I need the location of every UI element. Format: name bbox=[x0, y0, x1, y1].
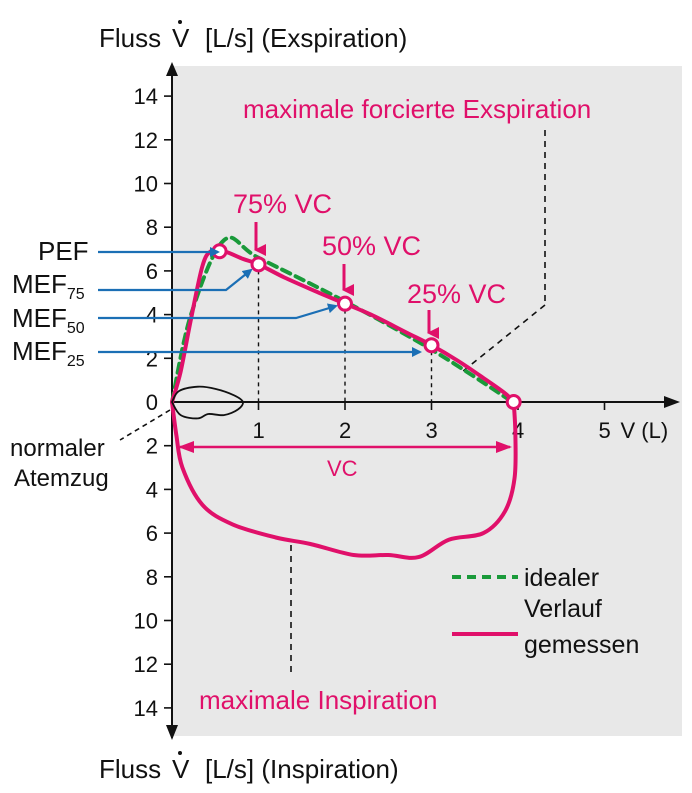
annotation-max-exp: maximale forcierte Exspiration bbox=[243, 94, 591, 124]
top-axis-title-text: Fluss bbox=[99, 23, 161, 53]
top-symbol-dot bbox=[178, 20, 182, 24]
chart-markers bbox=[211, 243, 522, 410]
y-tick-label: 6 bbox=[146, 259, 158, 284]
label-pef: PEF bbox=[38, 236, 89, 266]
x-axis-arrow bbox=[664, 396, 680, 408]
top-axis-title-symbol: V bbox=[172, 23, 190, 53]
vc-arrow-left-head bbox=[178, 441, 194, 453]
y-tick-label: 4 bbox=[146, 303, 158, 328]
vc-arrow-right-head bbox=[496, 441, 512, 453]
data-point-marker bbox=[505, 394, 522, 410]
y-tick-label: 2 bbox=[146, 434, 158, 459]
annotation-max-insp: maximale Inspiration bbox=[199, 685, 437, 715]
data-point-marker bbox=[423, 337, 440, 354]
y-axis-arrow-top bbox=[166, 62, 178, 76]
top-axis-title-unit: [L/s] (Exspiration) bbox=[205, 23, 407, 53]
bottom-axis-title-symbol: V bbox=[172, 754, 190, 784]
y-tick-label: 6 bbox=[146, 521, 158, 546]
bottom-symbol-dot bbox=[178, 751, 182, 755]
y-tick-label: 14 bbox=[134, 696, 158, 721]
vc-label: VC bbox=[327, 456, 358, 481]
y-tick-label: 12 bbox=[134, 652, 158, 677]
y-tick-label: 8 bbox=[146, 565, 158, 590]
label-mef75: MEF75 bbox=[12, 269, 85, 303]
data-point-marker bbox=[337, 295, 353, 312]
x-axis-label: V (L) bbox=[621, 418, 669, 443]
y-tick-label: 10 bbox=[134, 609, 158, 634]
x-tick-label: 3 bbox=[426, 418, 438, 443]
x-tick-label: 2 bbox=[339, 418, 351, 443]
legend-measured: gemessen bbox=[524, 631, 639, 659]
data-point-marker bbox=[250, 256, 267, 273]
label-mef25: MEF25 bbox=[12, 336, 85, 370]
y-tick-label: 4 bbox=[146, 477, 158, 502]
label-normal-1: normaler bbox=[10, 435, 105, 462]
series-line-1 bbox=[170, 247, 516, 404]
label-mef50: MEF50 bbox=[12, 303, 85, 337]
series-line-3 bbox=[171, 385, 244, 420]
arrow-mef75 bbox=[98, 268, 253, 292]
legend-ideal-line1: idealer bbox=[524, 564, 599, 592]
y-tick-label: 8 bbox=[146, 215, 158, 240]
annotation-vc75: 75% VC bbox=[233, 189, 332, 219]
y-tick-label: 2 bbox=[146, 346, 158, 371]
y-tick-label-zero: 0 bbox=[146, 390, 158, 415]
annotation-vc50: 50% VC bbox=[322, 231, 421, 261]
legend-ideal-line2: Verlauf bbox=[524, 595, 602, 623]
marker-dropdown-lines bbox=[257, 270, 433, 402]
y-axis-arrow-bottom bbox=[166, 725, 178, 740]
bottom-axis-title-unit: [L/s] (Inspiration) bbox=[205, 754, 399, 784]
series-line-2 bbox=[170, 400, 518, 560]
label-normal-2: Atemzug bbox=[14, 465, 109, 492]
x-tick-label: 1 bbox=[253, 418, 265, 443]
y-tick-label: 12 bbox=[134, 128, 158, 153]
leader-normal bbox=[119, 409, 171, 441]
bottom-axis-title-text: Fluss bbox=[99, 754, 161, 784]
arrow-mef50 bbox=[98, 303, 338, 320]
y-tick-label: 14 bbox=[134, 84, 158, 109]
leader-exp-diag bbox=[461, 304, 546, 373]
annotation-vc25: 25% VC bbox=[407, 279, 506, 309]
x-tick-label: 5 bbox=[599, 418, 611, 443]
y-tick-label: 10 bbox=[134, 172, 158, 197]
